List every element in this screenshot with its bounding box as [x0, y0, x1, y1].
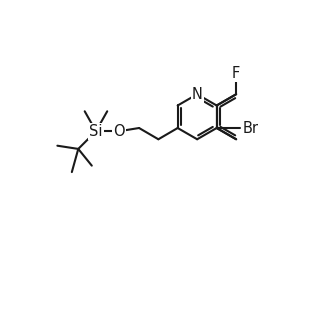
Text: F: F	[232, 66, 240, 81]
Text: Si: Si	[89, 124, 103, 139]
Text: O: O	[113, 124, 125, 139]
Text: Br: Br	[243, 120, 259, 136]
Text: N: N	[192, 87, 203, 102]
